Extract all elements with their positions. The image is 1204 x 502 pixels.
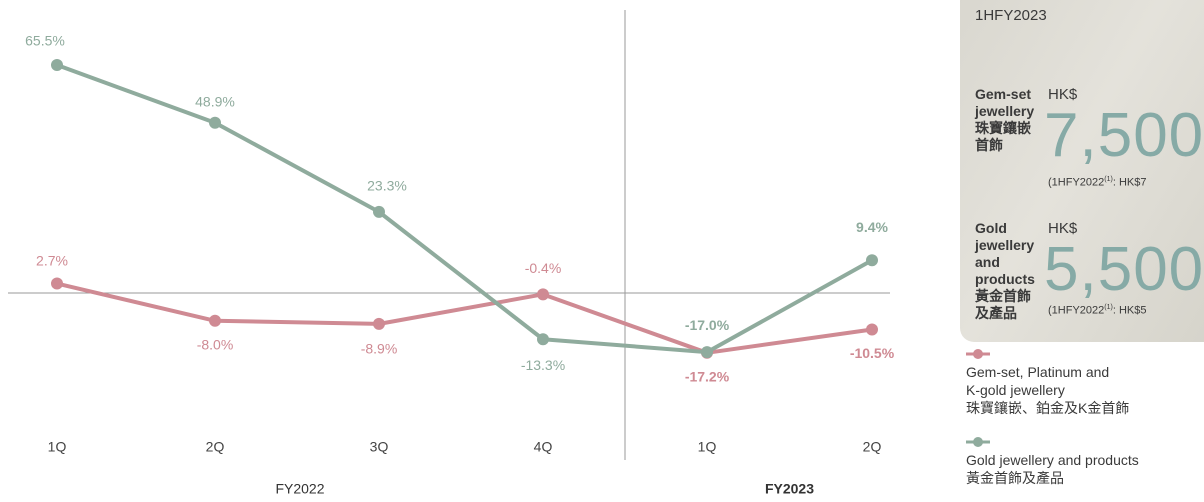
data-point	[866, 323, 878, 336]
panel-currency: HK$	[1048, 86, 1078, 103]
data-point	[866, 254, 878, 267]
x-group-label: FY2023	[765, 481, 814, 497]
legend-marker	[973, 437, 983, 447]
data-label: -8.9%	[361, 341, 398, 357]
note-text: (1HFY2022	[1048, 176, 1105, 189]
panel-note: (1HFY2022(1): HK$7	[1048, 176, 1146, 189]
chart: 1Q 2Q 3Q 4Q 1Q 2Q FY2022 FY2023 2.7% -8.0% -8.9% -0…	[8, 10, 895, 497]
x-tick-label: 2Q	[863, 439, 882, 455]
data-point	[537, 288, 549, 301]
data-label: 9.4%	[856, 219, 888, 235]
panel-currency: HK$	[1048, 220, 1078, 237]
data-label: 2.7%	[36, 252, 68, 268]
x-tick-label: 4Q	[534, 439, 553, 455]
note-text: : HK$5	[1112, 304, 1147, 317]
data-label: 23.3%	[367, 178, 407, 194]
x-tick-label: 2Q	[206, 439, 225, 455]
series-line	[56, 281, 873, 355]
legend-label: Gold jewellery and products 黃金首飾及產品	[966, 452, 1139, 486]
series-line	[56, 63, 873, 355]
panel-amount: 7,500	[1044, 101, 1204, 170]
data-label: -13.3%	[521, 357, 565, 373]
panel-amount: 5,500	[1044, 235, 1204, 304]
data-label: -8.0%	[197, 336, 234, 352]
note-text: (1HFY2022	[1048, 304, 1105, 317]
legend-label: Gem-set, Platinum and K-gold jewellery 珠…	[966, 364, 1130, 416]
data-point	[701, 346, 713, 359]
panel-label: Gold jewellery and products 黃金首飾 及產品	[975, 220, 1035, 321]
legend-marker	[973, 349, 983, 359]
data-point	[51, 58, 63, 71]
data-point	[51, 277, 63, 290]
data-point	[373, 205, 385, 218]
data-point	[373, 317, 385, 330]
summary-panel: 1HFY2023 Gem-set jewellery 珠寶鑲嵌 首飾 HK$ 7…	[960, 0, 1204, 342]
data-point	[209, 314, 221, 327]
data-label: -10.5%	[850, 345, 895, 361]
data-label: 65.5%	[25, 33, 65, 49]
note-text: : HK$7	[1112, 176, 1147, 189]
x-tick-label: 1Q	[48, 439, 67, 455]
data-label: -0.4%	[525, 260, 562, 276]
x-tick-label: 3Q	[370, 439, 389, 455]
panel-period: 1HFY2023	[975, 7, 1047, 24]
note-sup: (1)	[1104, 304, 1113, 311]
x-group-label: FY2022	[275, 481, 324, 497]
data-label: -17.2%	[685, 369, 730, 385]
data-label: 48.9%	[195, 93, 235, 109]
data-point	[209, 116, 221, 129]
data-point	[537, 333, 549, 346]
note-sup: (1)	[1104, 176, 1113, 183]
panel-label: Gem-set jewellery 珠寶鑲嵌 首飾	[975, 86, 1035, 153]
panel-note: (1HFY2022(1): HK$5	[1048, 304, 1146, 317]
x-tick-label: 1Q	[698, 439, 717, 455]
data-label: -17.0%	[685, 317, 730, 333]
